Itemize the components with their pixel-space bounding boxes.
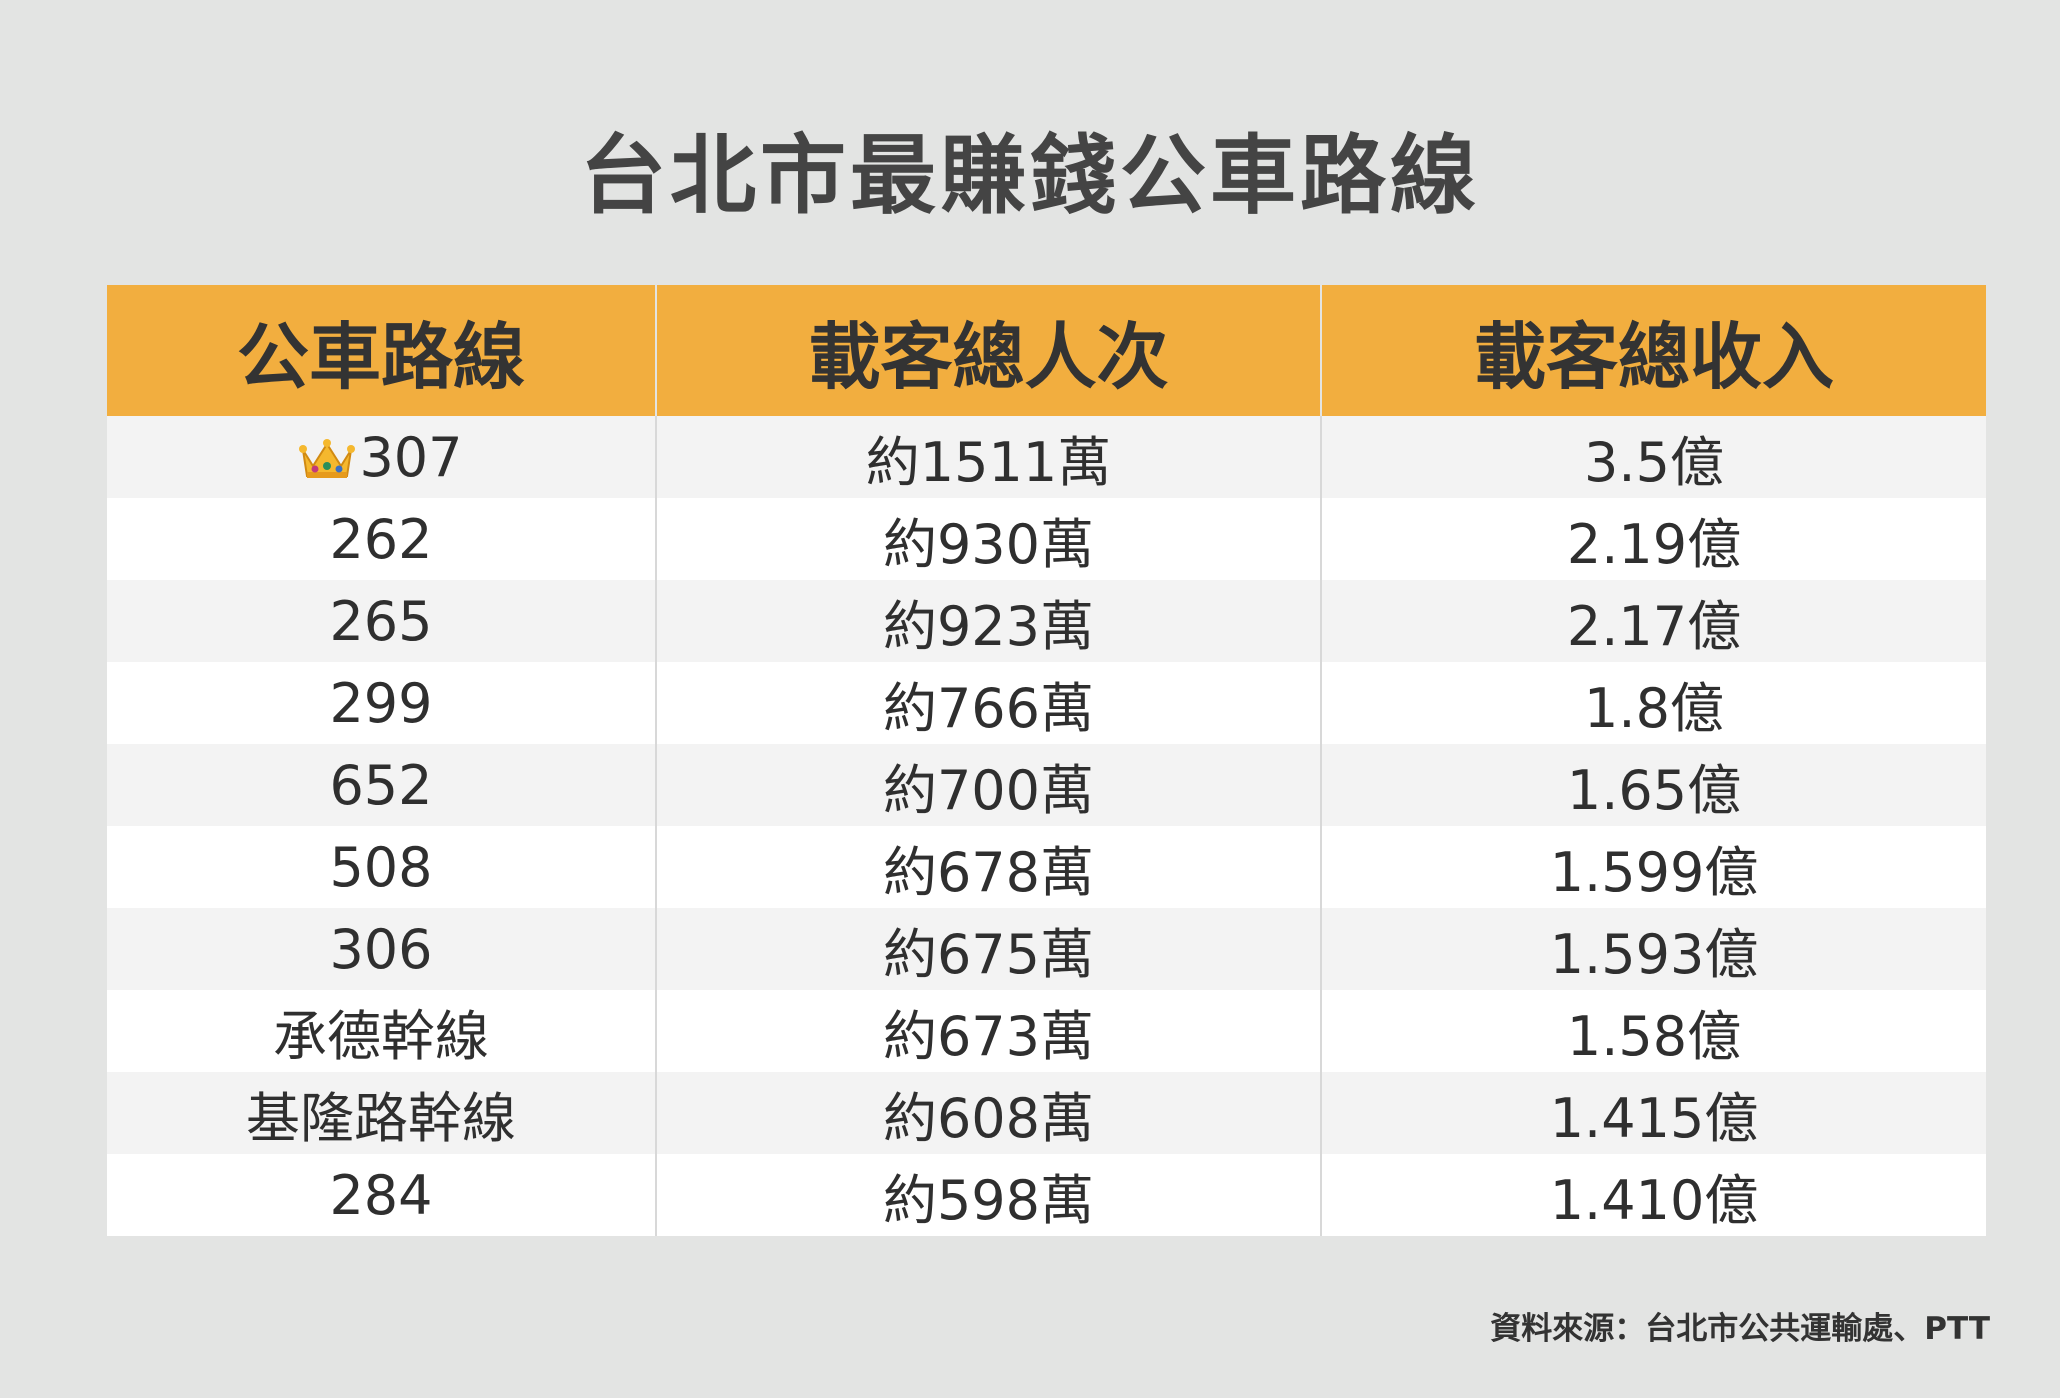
ridership-cell: 約1511萬	[655, 416, 1321, 498]
ridership-cell: 約673萬	[655, 990, 1321, 1072]
route-label: 307	[359, 425, 463, 489]
table-row: 299 約766萬 1.8億	[107, 662, 1986, 744]
revenue-cell: 1.58億	[1320, 990, 1986, 1072]
route-label: 265	[329, 589, 433, 653]
route-cell: 307	[107, 416, 656, 498]
route-cell: 265	[107, 580, 656, 662]
ridership-cell: 約700萬	[655, 744, 1321, 826]
table-row: 307 約1511萬 3.5億	[107, 416, 1986, 498]
column-header-revenue: 載客總收入	[1320, 285, 1986, 416]
ridership-cell: 約766萬	[655, 662, 1321, 744]
table-row: 基隆路幹線 約608萬 1.415億	[107, 1072, 1986, 1154]
column-header-ridership: 載客總人次	[655, 285, 1321, 416]
route-label: 基隆路幹線	[246, 1086, 516, 1150]
revenue-cell: 2.19億	[1320, 498, 1986, 580]
column-header-route: 公車路線	[107, 285, 656, 416]
route-cell: 299	[107, 662, 656, 744]
page-title: 台北市最賺錢公車路線	[580, 126, 1480, 226]
revenue-cell: 1.415億	[1320, 1072, 1986, 1154]
route-cell: 306	[107, 908, 656, 990]
table-row: 508 約678萬 1.599億	[107, 826, 1986, 908]
route-label: 508	[329, 835, 433, 899]
route-cell: 262	[107, 498, 656, 580]
table-header-row: 公車路線 載客總人次 載客總收入	[107, 285, 1986, 416]
ridership-cell: 約598萬	[655, 1154, 1321, 1236]
route-label: 299	[329, 671, 433, 735]
ridership-cell: 約675萬	[655, 908, 1321, 990]
table-row: 265 約923萬 2.17億	[107, 580, 1986, 662]
ridership-cell: 約923萬	[655, 580, 1321, 662]
route-cell: 基隆路幹線	[107, 1072, 656, 1154]
route-cell: 284	[107, 1154, 656, 1236]
revenue-cell: 1.65億	[1320, 744, 1986, 826]
table-row: 262 約930萬 2.19億	[107, 498, 1986, 580]
route-label: 262	[329, 507, 433, 571]
revenue-cell: 1.593億	[1320, 908, 1986, 990]
route-cell: 承德幹線	[107, 990, 656, 1072]
crown-icon	[299, 438, 356, 478]
revenue-cell: 1.8億	[1320, 662, 1986, 744]
revenue-cell: 1.410億	[1320, 1154, 1986, 1236]
ridership-cell: 約930萬	[655, 498, 1321, 580]
table-body: 307 約1511萬 3.5億 262 約930萬 2.19億 265 約923萬 2.17億 2…	[107, 416, 1986, 1236]
route-label: 284	[329, 1163, 433, 1227]
route-cell: 652	[107, 744, 656, 826]
revenue-cell: 3.5億	[1320, 416, 1986, 498]
table-row: 284 約598萬 1.410億	[107, 1154, 1986, 1236]
table-row: 652 約700萬 1.65億	[107, 744, 1986, 826]
table-row: 306 約675萬 1.593億	[107, 908, 1986, 990]
route-label: 652	[329, 753, 433, 817]
ridership-cell: 約608萬	[655, 1072, 1321, 1154]
revenue-cell: 1.599億	[1320, 826, 1986, 908]
route-cell: 508	[107, 826, 656, 908]
revenue-cell: 2.17億	[1320, 580, 1986, 662]
route-label: 承德幹線	[273, 1004, 489, 1068]
bus-route-table: 公車路線 載客總人次 載客總收入 307 約1511萬 3.5億 262 約930萬 2.…	[107, 285, 1986, 1236]
route-label: 306	[329, 917, 433, 981]
source-note: 資料來源：台北市公共運輸處、PTT	[1490, 1311, 1990, 1347]
ridership-cell: 約678萬	[655, 826, 1321, 908]
table-row: 承德幹線 約673萬 1.58億	[107, 990, 1986, 1072]
